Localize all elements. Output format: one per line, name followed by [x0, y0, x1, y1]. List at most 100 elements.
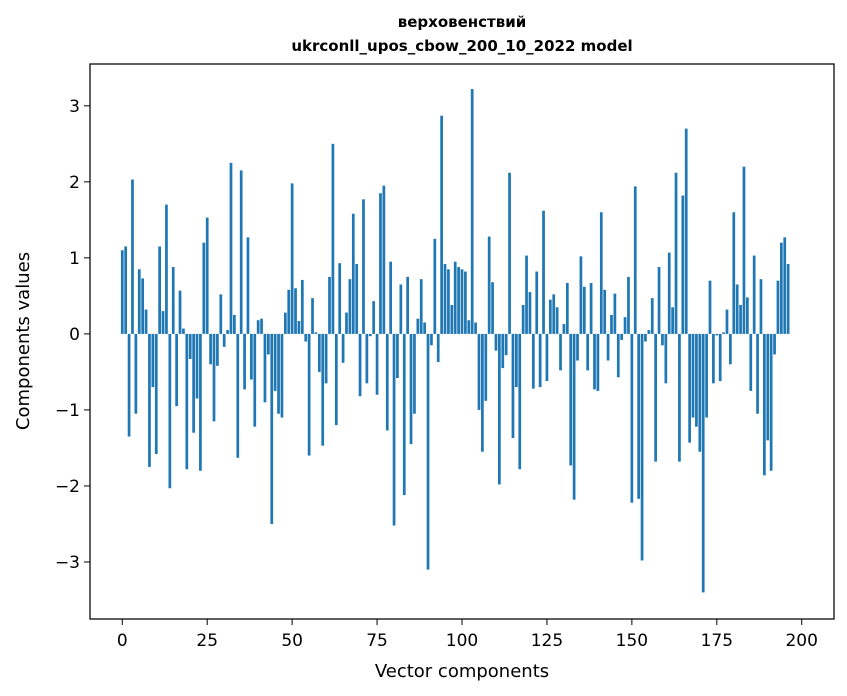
bar-component-102	[467, 320, 471, 334]
bar-component-14	[168, 333, 172, 489]
bar-component-153	[640, 333, 644, 561]
bar-component-87	[416, 318, 420, 334]
bar-component-15	[171, 266, 175, 334]
bar-component-62	[331, 143, 335, 334]
bar-component-77	[382, 185, 386, 334]
bar-component-114	[508, 172, 511, 334]
bar-component-23	[199, 333, 202, 471]
bar-component-43	[267, 333, 270, 355]
bar-component-25	[205, 217, 209, 334]
bar-component-19	[185, 333, 189, 470]
bar-component-109	[491, 282, 494, 334]
bar-component-60	[324, 333, 328, 384]
bar-component-49	[287, 289, 291, 334]
bar-component-0	[120, 250, 124, 334]
bar-component-71	[362, 199, 365, 334]
bar-component-196	[786, 263, 790, 334]
bar-component-81	[396, 333, 399, 378]
bar-component-125	[545, 333, 549, 382]
bar-component-59	[321, 333, 325, 446]
bar-component-32	[229, 162, 233, 334]
bar-component-82	[399, 284, 403, 334]
bar-component-185	[749, 333, 753, 391]
bar-component-29	[219, 294, 223, 334]
bar-component-169	[695, 333, 698, 427]
bar-component-189	[763, 333, 766, 476]
bar-component-144	[610, 314, 613, 334]
bar-component-38	[250, 333, 253, 380]
y-tick-label: −3	[55, 553, 80, 573]
y-axis-ticks: −3 −2 −1 0 1 2 3	[55, 97, 90, 573]
bar-component-26	[209, 333, 212, 365]
y-tick-label: 1	[69, 249, 80, 269]
bar-component-164	[678, 333, 681, 462]
bar-component-123	[538, 333, 542, 388]
chart-title: верховенствий	[398, 13, 527, 31]
bar-component-188	[759, 279, 763, 334]
bar-component-99	[457, 266, 460, 334]
bar-component-28	[216, 333, 219, 366]
bar-component-106	[481, 333, 484, 452]
bar-component-70	[358, 333, 362, 397]
bar-component-161	[667, 252, 671, 334]
bar-component-186	[752, 255, 756, 334]
bar-component-155	[647, 330, 651, 334]
bar-component-58	[317, 333, 321, 372]
bar-component-55	[307, 333, 311, 456]
bar-component-177	[722, 332, 725, 334]
x-tick-label: 25	[196, 631, 218, 651]
bar-component-92	[433, 238, 437, 334]
bar-component-85	[409, 333, 413, 445]
bar-component-119	[525, 255, 528, 334]
bar-component-174	[712, 333, 715, 384]
bar-component-104	[474, 322, 477, 334]
bar-component-147	[620, 333, 624, 340]
bar-component-73	[368, 333, 372, 337]
bar-component-78	[385, 333, 389, 431]
bar-component-90	[426, 333, 430, 570]
bar-component-69	[355, 263, 359, 334]
bar-component-52	[297, 320, 301, 334]
bar-component-72	[365, 333, 369, 384]
bar-component-113	[504, 333, 508, 356]
bars-group	[120, 89, 790, 593]
bar-component-48	[283, 312, 287, 334]
bar-component-50	[290, 183, 294, 334]
bar-component-137	[586, 333, 590, 371]
bar-component-74	[372, 301, 376, 334]
bar-component-8	[148, 333, 151, 467]
bar-component-39	[253, 333, 257, 427]
chart-subtitle: ukrconll_upos_cbow_200_10_2022 model	[291, 37, 632, 55]
bar-component-4	[134, 333, 138, 414]
bar-component-75	[375, 333, 379, 395]
bar-component-101	[464, 271, 467, 334]
bar-component-93	[436, 333, 440, 363]
bar-component-121	[531, 333, 535, 389]
bar-component-34	[236, 333, 240, 458]
bar-component-45	[273, 333, 277, 391]
bar-component-149	[627, 276, 630, 334]
bar-component-126	[548, 299, 552, 334]
bar-component-46	[277, 333, 280, 414]
bar-component-171	[701, 333, 705, 593]
bar-component-95	[443, 263, 447, 334]
y-axis-label: Components values	[13, 252, 34, 430]
bar-component-68	[351, 213, 355, 334]
bar-component-192	[773, 333, 776, 355]
bar-component-76	[379, 193, 382, 334]
bar-component-94	[440, 115, 443, 334]
bar-component-159	[661, 333, 664, 346]
bar-component-24	[202, 242, 206, 334]
plot-area-frame	[89, 63, 835, 620]
bar-component-160	[664, 333, 668, 384]
x-tick-label: 50	[281, 631, 303, 651]
bar-component-108	[487, 236, 491, 334]
bar-component-151	[633, 186, 637, 334]
bar-component-163	[674, 172, 678, 334]
bar-component-179	[729, 333, 732, 365]
x-tick-label: 150	[616, 631, 648, 651]
bar-component-20	[188, 333, 192, 359]
bar-component-139	[593, 333, 596, 390]
y-tick-label: 0	[69, 325, 80, 345]
bar-component-51	[294, 288, 297, 334]
